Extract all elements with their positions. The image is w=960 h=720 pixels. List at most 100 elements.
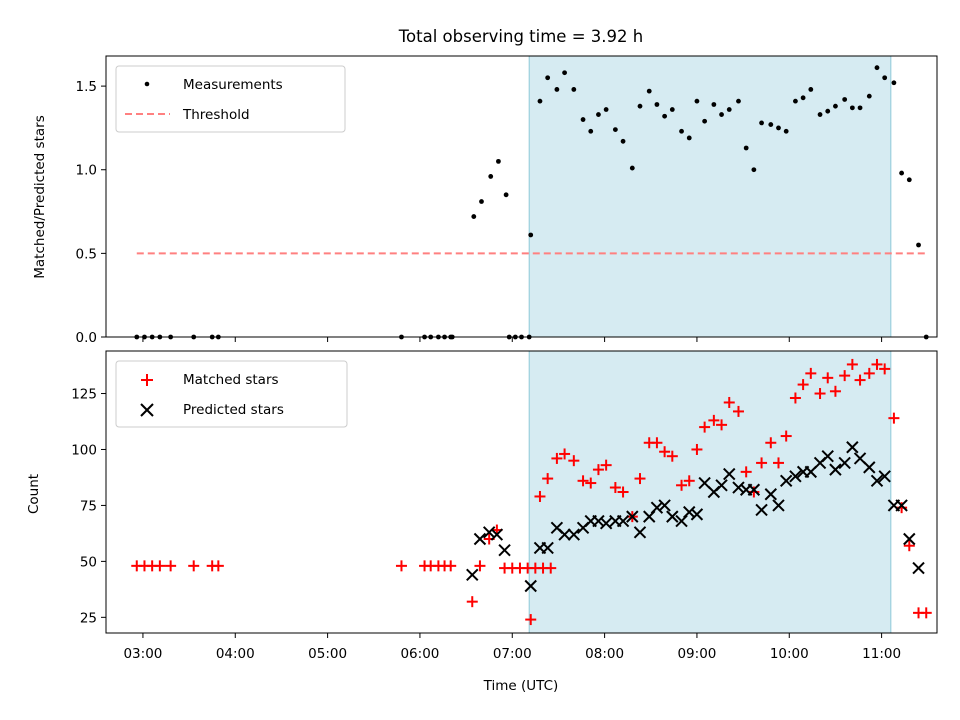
- matched-star-point-46: [699, 421, 711, 433]
- x-tick-label-4: 07:00: [493, 646, 532, 662]
- measurement-point-51: [751, 167, 757, 173]
- matched-star-point-42: [666, 450, 678, 462]
- measurement-point-28: [562, 70, 567, 76]
- matched-star-point-30: [568, 455, 580, 467]
- measurement-point-45: [702, 118, 708, 124]
- measurement-point-26: [545, 75, 551, 81]
- measurement-point-37: [637, 103, 643, 109]
- measurement-point-46: [711, 102, 717, 107]
- predicted-star-point-24: [683, 505, 696, 519]
- predicted-star-point-1: [473, 532, 487, 546]
- matched-star-point-31: [577, 475, 589, 487]
- predicted-star-point-2: [482, 526, 496, 539]
- predicted-star-point-5: [524, 579, 537, 593]
- matched-star-point-43: [676, 479, 688, 491]
- matched-star-point-62: [829, 385, 841, 397]
- matched-star-point-55: [772, 457, 784, 469]
- matched-star-point-57: [789, 392, 801, 404]
- matched-star-point-53: [756, 457, 768, 469]
- matched-star-point-26: [534, 490, 546, 502]
- matched-star-point-49: [723, 396, 735, 408]
- predicted-star-point-20: [650, 501, 664, 514]
- measurement-point-24: [528, 232, 534, 238]
- x-tick-label-7: 10:00: [770, 646, 809, 662]
- measurement-point-62: [842, 97, 848, 102]
- matched-star-point-60: [814, 388, 826, 400]
- measurement-point-61: [833, 103, 838, 109]
- measurement-point-27: [554, 87, 560, 92]
- matched-star-point-48: [716, 419, 728, 431]
- x-tick-label-0: 03:00: [123, 646, 162, 662]
- legend-label-threshold: Threshold: [182, 107, 250, 123]
- x-tick-label-8: 11:00: [862, 646, 901, 662]
- matched-star-point-69: [888, 412, 900, 424]
- legend-marker-matched: [141, 374, 153, 386]
- matched-star-point-58: [797, 379, 809, 391]
- predicted-star-point-0: [466, 568, 479, 582]
- predicted-star-point-44: [846, 441, 859, 454]
- matched-star-point-8: [395, 560, 407, 572]
- measurement-point-53: [768, 122, 774, 127]
- y-tick-label-1-2: 75: [80, 498, 97, 514]
- measurement-point-43: [686, 135, 692, 141]
- predicted-star-point-7: [541, 541, 554, 555]
- x-tick-label-3: 06:00: [400, 646, 439, 662]
- matched-star-point-61: [822, 372, 834, 384]
- predicted-star-point-14: [599, 517, 613, 530]
- matched-star-point-32: [585, 477, 597, 489]
- measurement-point-47: [719, 112, 724, 117]
- measurement-point-38: [646, 88, 652, 94]
- measurement-point-49: [736, 98, 741, 104]
- measurement-point-65: [866, 93, 872, 99]
- matched-star-point-52: [748, 486, 760, 498]
- matched-star-point-35: [609, 482, 621, 494]
- predicted-star-point-30: [732, 481, 745, 494]
- matched-star-point-47: [708, 414, 720, 426]
- matched-star-point-34: [600, 459, 612, 471]
- matched-star-point-54: [765, 437, 777, 449]
- shaded-region-1: [528, 350, 892, 634]
- matched-star-point-27: [542, 473, 554, 485]
- top-frame: [105, 55, 938, 338]
- predicted-star-point-9: [558, 528, 571, 541]
- bottom-ylabel: Count: [26, 474, 42, 514]
- measurement-point-25: [537, 98, 543, 104]
- matched-star-point-28: [551, 452, 563, 464]
- measurement-point-36: [629, 165, 635, 171]
- matched-star-point-33: [592, 464, 604, 476]
- x-tick-label-2: 05:00: [308, 646, 347, 662]
- predicted-star-point-43: [838, 456, 851, 470]
- measurement-point-64: [857, 105, 863, 111]
- predicted-star-point-41: [821, 449, 834, 463]
- predicted-star-point-42: [829, 463, 842, 476]
- top-legend: Measurements Threshold: [115, 65, 346, 133]
- matched-star-point-41: [659, 446, 671, 458]
- predicted-star-point-28: [715, 479, 728, 492]
- measurement-point-35: [620, 138, 626, 144]
- measurement-point-34: [612, 127, 618, 132]
- measurement-point-44: [694, 98, 700, 104]
- measurement-point-56: [793, 98, 798, 104]
- matched-star-point-13: [445, 560, 457, 572]
- matched-star-point-56: [780, 430, 792, 442]
- top-title: Total observing time = 3.92 h: [398, 27, 643, 46]
- predicted-star-point-35: [772, 499, 785, 512]
- measurement-point-48: [726, 107, 732, 112]
- bottom-xlabel: Time (UTC): [483, 678, 559, 694]
- matched-star-point-67: [871, 358, 883, 370]
- measurement-point-67: [882, 75, 888, 81]
- legend-label-measurements: Measurements: [183, 77, 283, 93]
- predicted-star-point-13: [592, 514, 605, 528]
- predicted-star-point-21: [658, 499, 671, 512]
- bottom-legend: Matched stars Predicted stars: [115, 360, 348, 428]
- measurement-point-30: [580, 117, 586, 122]
- predicted-star-point-22: [666, 510, 679, 523]
- measurement-point-32: [596, 112, 601, 117]
- measurement-point-39: [654, 102, 660, 107]
- matched-star-point-15: [474, 560, 486, 572]
- y-tick-label-0-1: 0.5: [76, 246, 97, 262]
- measurement-point-63: [849, 105, 855, 111]
- y-tick-label-1-3: 100: [71, 442, 97, 458]
- measurement-point-40: [662, 113, 668, 119]
